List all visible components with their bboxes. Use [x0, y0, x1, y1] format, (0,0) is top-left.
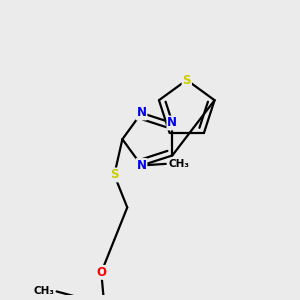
Text: S: S [182, 74, 191, 86]
Text: S: S [110, 168, 118, 182]
Text: CH₃: CH₃ [168, 159, 189, 169]
Text: N: N [136, 159, 146, 172]
Text: CH₃: CH₃ [33, 286, 54, 296]
Text: N: N [167, 116, 177, 130]
Text: O: O [96, 266, 106, 279]
Text: N: N [136, 106, 146, 119]
